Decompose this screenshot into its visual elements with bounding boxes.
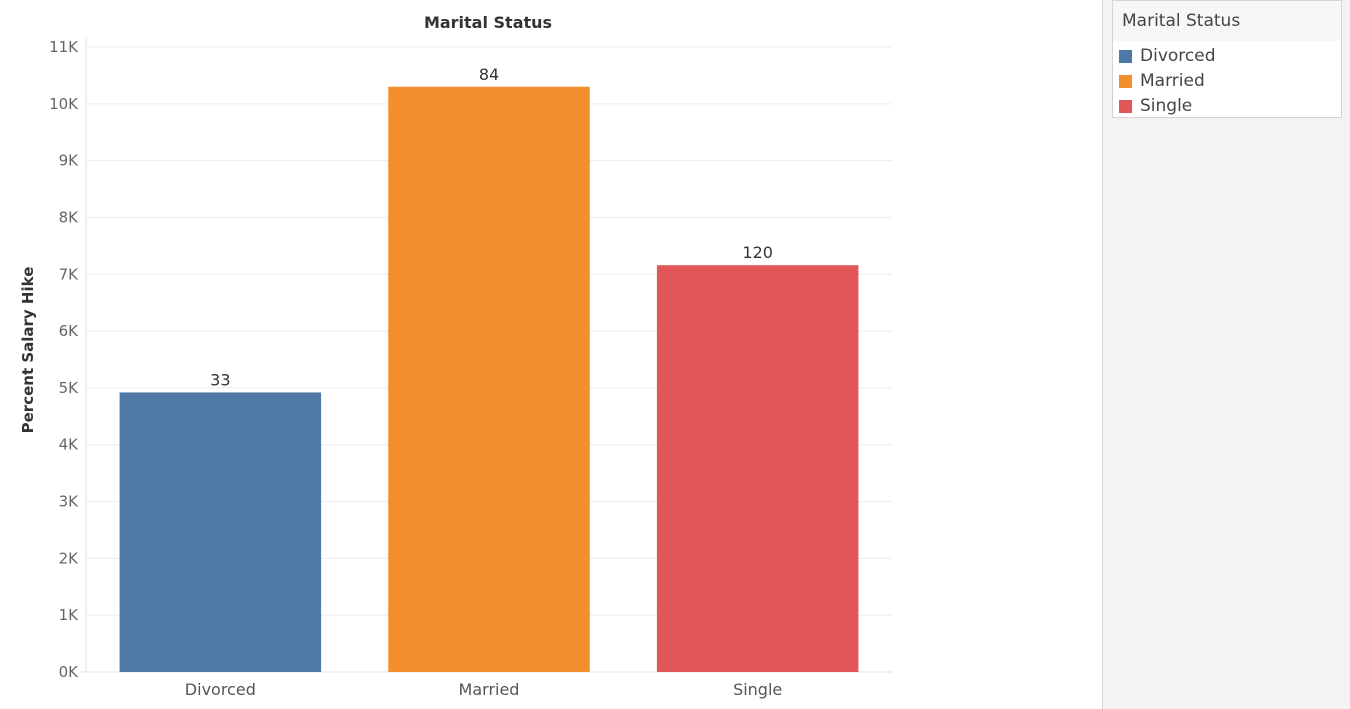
legend: Marital Status Divorced Married Single	[1112, 0, 1342, 118]
chart-area: Marital Status Percent Salary Hike 0K 1K 2…	[19, 13, 892, 699]
data-label-married: 84	[479, 65, 499, 84]
side-panel: Marital Status Divorced Married Single	[1102, 0, 1350, 709]
legend-swatch-single	[1119, 99, 1132, 113]
y-tick-label: 4K	[59, 436, 80, 454]
bar-chart: Marital Status Percent Salary Hike 0K 1K 2…	[19, 13, 892, 699]
x-tick-label-single: Single	[733, 680, 782, 699]
legend-label: Divorced	[1140, 46, 1216, 66]
y-tick-label: 10K	[49, 95, 79, 113]
x-tick-label-divorced: Divorced	[185, 680, 256, 699]
bars	[119, 86, 859, 673]
data-labels: 33 84 120	[210, 65, 773, 390]
data-label-divorced: 33	[210, 370, 230, 389]
y-tick-label: 11K	[49, 38, 79, 56]
chart-title: Marital Status	[424, 13, 552, 32]
y-tick-label: 8K	[59, 208, 80, 226]
y-axis-ticks: 0K 1K 2K 3K 4K 5K 6K 7K 8K 9K 10K 11K	[49, 38, 79, 681]
x-tick-label-married: Married	[459, 680, 520, 699]
legend-label: Married	[1140, 71, 1205, 91]
y-tick-label: 9K	[59, 152, 80, 170]
y-tick-label: 7K	[59, 265, 80, 283]
legend-item-single[interactable]: Single	[1119, 95, 1192, 117]
legend-title: Marital Status	[1113, 1, 1341, 41]
y-tick-label: 2K	[59, 549, 80, 567]
y-tick-label: 0K	[59, 663, 80, 681]
legend-item-married[interactable]: Married	[1119, 70, 1205, 92]
y-tick-label: 6K	[59, 322, 80, 340]
bar-divorced[interactable]	[119, 392, 322, 672]
x-axis-ticks: Divorced Married Single	[185, 680, 782, 699]
bar-married[interactable]	[388, 86, 590, 673]
y-axis-label: Percent Salary Hike	[19, 267, 37, 434]
legend-item-divorced[interactable]: Divorced	[1119, 45, 1216, 67]
legend-label: Single	[1140, 96, 1193, 116]
legend-swatch-married	[1119, 74, 1132, 88]
y-tick-label: 1K	[59, 606, 80, 624]
y-tick-label: 3K	[59, 493, 80, 511]
y-tick-label: 5K	[59, 379, 80, 397]
data-label-single: 120	[742, 243, 773, 262]
legend-swatch-divorced	[1119, 49, 1132, 63]
bar-single[interactable]	[656, 265, 859, 672]
